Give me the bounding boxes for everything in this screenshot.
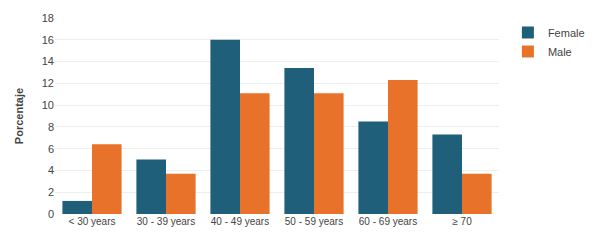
svg-text:60 - 69 years: 60 - 69 years [359,216,417,227]
svg-text:50 - 59 years: 50 - 59 years [285,216,343,227]
svg-text:Porcentaje: Porcentaje [13,88,25,144]
svg-text:30 - 39 years: 30 - 39 years [137,216,195,227]
svg-text:4: 4 [48,164,54,176]
svg-text:≥ 70: ≥ 70 [452,216,472,227]
svg-text:Female: Female [548,27,585,39]
svg-text:40 - 49 years: 40 - 49 years [211,216,269,227]
svg-text:12: 12 [42,77,54,89]
svg-text:14: 14 [42,55,54,67]
svg-text:6: 6 [48,143,54,155]
svg-text:0: 0 [48,208,54,220]
svg-text:10: 10 [42,99,54,111]
svg-text:Male: Male [548,46,572,58]
svg-text:2: 2 [48,186,54,198]
svg-text:< 30 years: < 30 years [69,216,116,227]
svg-text:16: 16 [42,34,54,46]
svg-text:18: 18 [42,12,54,24]
svg-text:8: 8 [48,121,54,133]
